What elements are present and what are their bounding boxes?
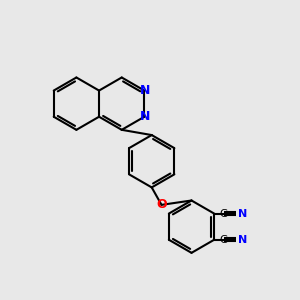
Text: C: C	[220, 208, 228, 219]
Text: N: N	[140, 110, 151, 123]
Text: N: N	[140, 84, 151, 97]
Text: C: C	[220, 235, 228, 245]
Text: N: N	[238, 235, 247, 245]
Text: O: O	[156, 198, 167, 212]
Text: N: N	[238, 208, 247, 219]
